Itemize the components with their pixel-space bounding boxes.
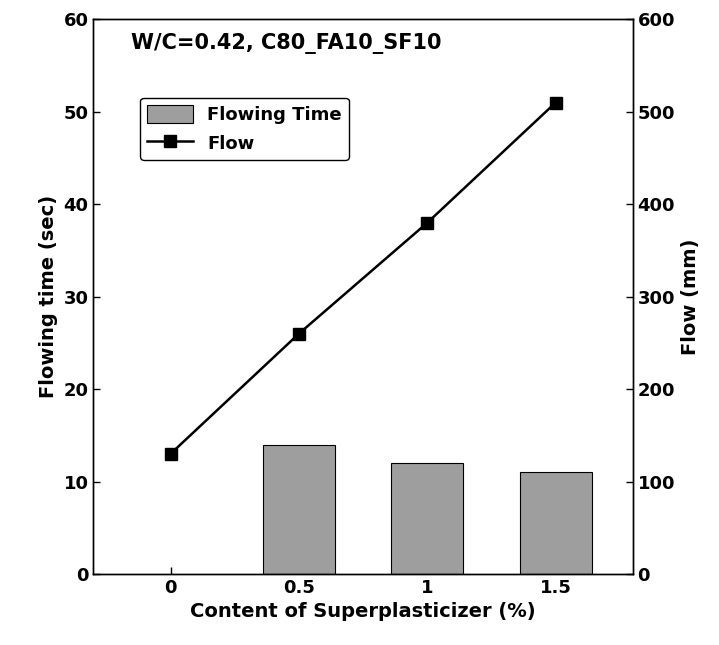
Y-axis label: Flow (mm): Flow (mm) (681, 239, 700, 355)
Bar (263, 444, 335, 574)
X-axis label: Content of Superplasticizer (%): Content of Superplasticizer (%) (191, 602, 536, 622)
Legend: Flowing Time, Flow: Flowing Time, Flow (140, 97, 349, 160)
Bar (520, 472, 592, 574)
Text: W/C=0.42, C80_FA10_SF10: W/C=0.42, C80_FA10_SF10 (131, 33, 441, 54)
Bar (391, 463, 463, 574)
Y-axis label: Flowing time (sec): Flowing time (sec) (39, 195, 58, 398)
